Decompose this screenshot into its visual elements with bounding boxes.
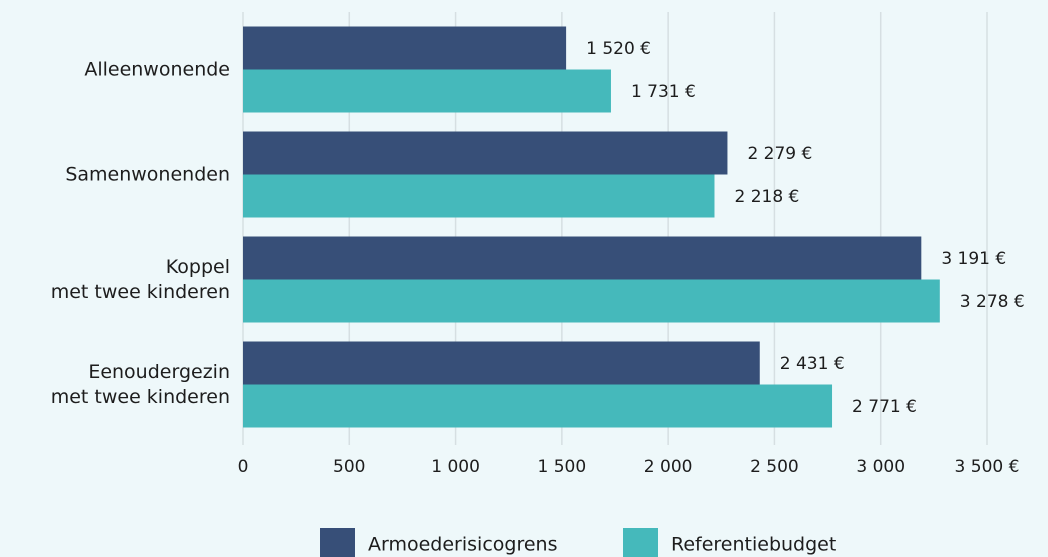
bar (243, 236, 922, 280)
x-tick-label: 1 000 (431, 457, 480, 477)
value-label: 2 771 € (852, 397, 917, 417)
bar (243, 131, 728, 175)
value-label: 3 278 € (960, 292, 1025, 312)
x-tick-label: 3 500 € (955, 457, 1020, 477)
x-tick-label: 3 000 (856, 457, 905, 477)
value-label: 2 431 € (780, 354, 845, 374)
x-tick-label: 0 (238, 457, 249, 477)
bar (243, 341, 760, 385)
x-tick-label: 500 (333, 457, 365, 477)
y-tick-label: Eenoudergezin met twee kinderen (50, 360, 230, 408)
value-label: 1 520 € (586, 39, 651, 59)
y-tick-label: Koppel met twee kinderen (50, 255, 230, 303)
y-tick-label: Alleenwonende (84, 58, 230, 80)
legend-swatch (623, 528, 658, 557)
bar (243, 26, 567, 70)
x-tick-label: 1 500 (538, 457, 587, 477)
x-tick-label: 2 000 (644, 457, 693, 477)
legend-swatch (320, 528, 355, 557)
y-tick-label: Samenwonenden (65, 163, 230, 185)
value-label: 1 731 € (631, 82, 696, 102)
value-label: 2 279 € (747, 144, 812, 164)
bar (243, 384, 833, 428)
value-label: 3 191 € (941, 249, 1006, 269)
bar (243, 279, 940, 323)
x-tick-label: 2 500 (750, 457, 799, 477)
legend-label: Referentiebudget (671, 534, 836, 556)
legend-label: Armoederisicogrens (368, 534, 557, 556)
bar (243, 174, 715, 218)
value-label: 2 218 € (734, 187, 799, 207)
bar (243, 69, 611, 113)
